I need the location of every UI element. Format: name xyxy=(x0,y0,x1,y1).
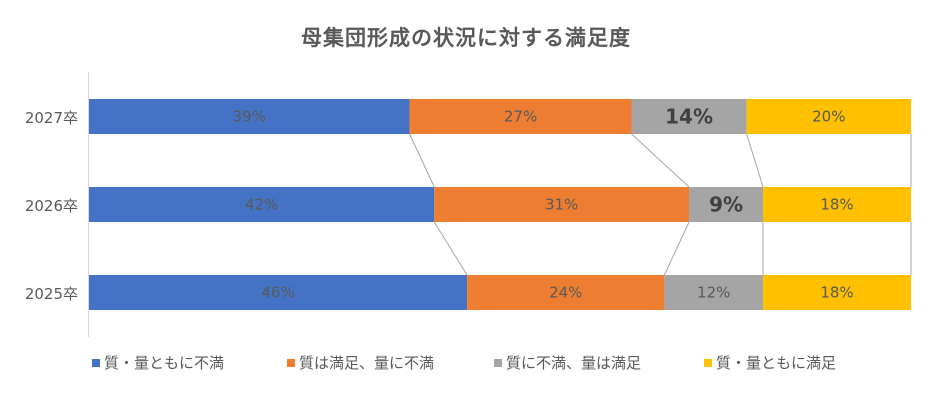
category-label: 2027卒 xyxy=(24,108,78,127)
bar-segment xyxy=(89,275,468,310)
data-label: 39% xyxy=(233,108,266,126)
category-label: 2026卒 xyxy=(24,196,78,215)
legend-label: 質・量ともに満足 xyxy=(716,354,837,372)
series-line xyxy=(746,133,764,188)
bar-segment xyxy=(689,187,764,222)
bar-segment xyxy=(467,275,665,310)
series-line xyxy=(631,133,690,188)
legend-label: 質は満足、量に不満 xyxy=(299,354,435,372)
bar-segment xyxy=(409,99,632,134)
legend-item-quality-unsatisfied-quantity-ok: 質に不満、量は満足 xyxy=(494,352,641,373)
bar-segment xyxy=(763,187,911,222)
bar-segment xyxy=(89,99,410,134)
category-label: 2025卒 xyxy=(24,284,78,303)
legend-swatch-icon xyxy=(287,358,295,367)
data-label: 31% xyxy=(545,196,578,214)
legend-swatch-icon xyxy=(704,358,712,367)
legend-swatch-icon xyxy=(92,358,100,367)
legend-item-both-unsatisfied: 質・量ともに不満 xyxy=(92,352,224,373)
data-label: 20% xyxy=(812,108,845,126)
legend-swatch-icon xyxy=(494,358,502,367)
data-label: 9% xyxy=(709,193,743,217)
series-line xyxy=(433,221,468,276)
bar-segment xyxy=(664,275,764,310)
data-label: 18% xyxy=(820,196,853,214)
series-line xyxy=(409,133,435,188)
data-label: 14% xyxy=(665,105,713,129)
data-label: 18% xyxy=(820,284,853,302)
data-label: 12% xyxy=(697,284,730,302)
data-label: 42% xyxy=(245,196,278,214)
legend-item-quality-ok-quantity-unsatisfied: 質は満足、量に不満 xyxy=(287,352,434,373)
legend-label: 質・量ともに不満 xyxy=(104,354,225,372)
bar-segment xyxy=(746,99,911,134)
legend: 質・量ともに不満 質は満足、量に不満 質に不満、量は満足 質・量ともに満足 xyxy=(0,352,932,376)
legend-label: 質に不満、量は満足 xyxy=(506,354,642,372)
legend-item-both-satisfied: 質・量ともに満足 xyxy=(704,352,836,373)
data-label: 24% xyxy=(549,284,582,302)
data-label: 46% xyxy=(261,284,294,302)
bar-segment xyxy=(631,99,747,134)
bar-segment xyxy=(763,275,911,310)
bar-segment xyxy=(434,187,690,222)
bar-segment xyxy=(89,187,435,222)
chart-title: 母集団形成の状況に対する満足度 xyxy=(301,26,631,50)
series-line xyxy=(663,221,690,276)
data-label: 27% xyxy=(504,108,537,126)
